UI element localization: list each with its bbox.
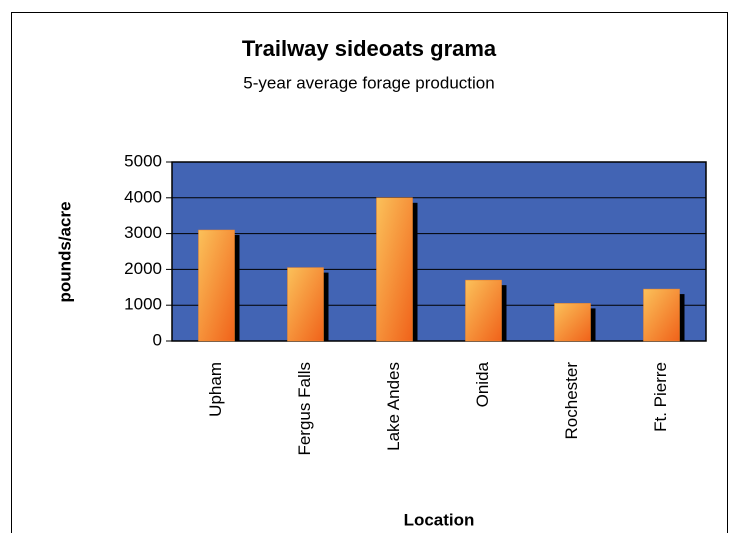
chart-subtitle: 5-year average forage production <box>243 73 494 92</box>
x-tick-label: Ft. Pierre <box>651 362 670 432</box>
x-tick-label: Lake Andes <box>384 362 403 451</box>
bar <box>376 197 413 342</box>
bar <box>198 229 235 342</box>
y-tick-label: 2000 <box>124 259 162 278</box>
x-tick-label: Fergus Falls <box>295 362 314 456</box>
bar <box>465 279 502 342</box>
x-tick-label: Upham <box>206 362 225 417</box>
bar <box>643 288 680 342</box>
x-tick-label: Rochester <box>562 362 581 440</box>
plot-area <box>171 161 707 342</box>
x-axis-label: Location <box>404 510 475 529</box>
y-tick-label: 5000 <box>124 151 162 170</box>
bar <box>287 267 324 342</box>
y-tick-label: 0 <box>153 330 162 349</box>
y-axis-label: pounds/acre <box>55 201 74 302</box>
bar <box>554 303 591 342</box>
x-tick-label: Onida <box>473 361 492 407</box>
y-tick-label: 4000 <box>124 187 162 206</box>
y-tick-label: 1000 <box>124 295 162 314</box>
y-tick-label: 3000 <box>124 223 162 242</box>
chart-title: Trailway sideoats grama <box>242 36 497 61</box>
